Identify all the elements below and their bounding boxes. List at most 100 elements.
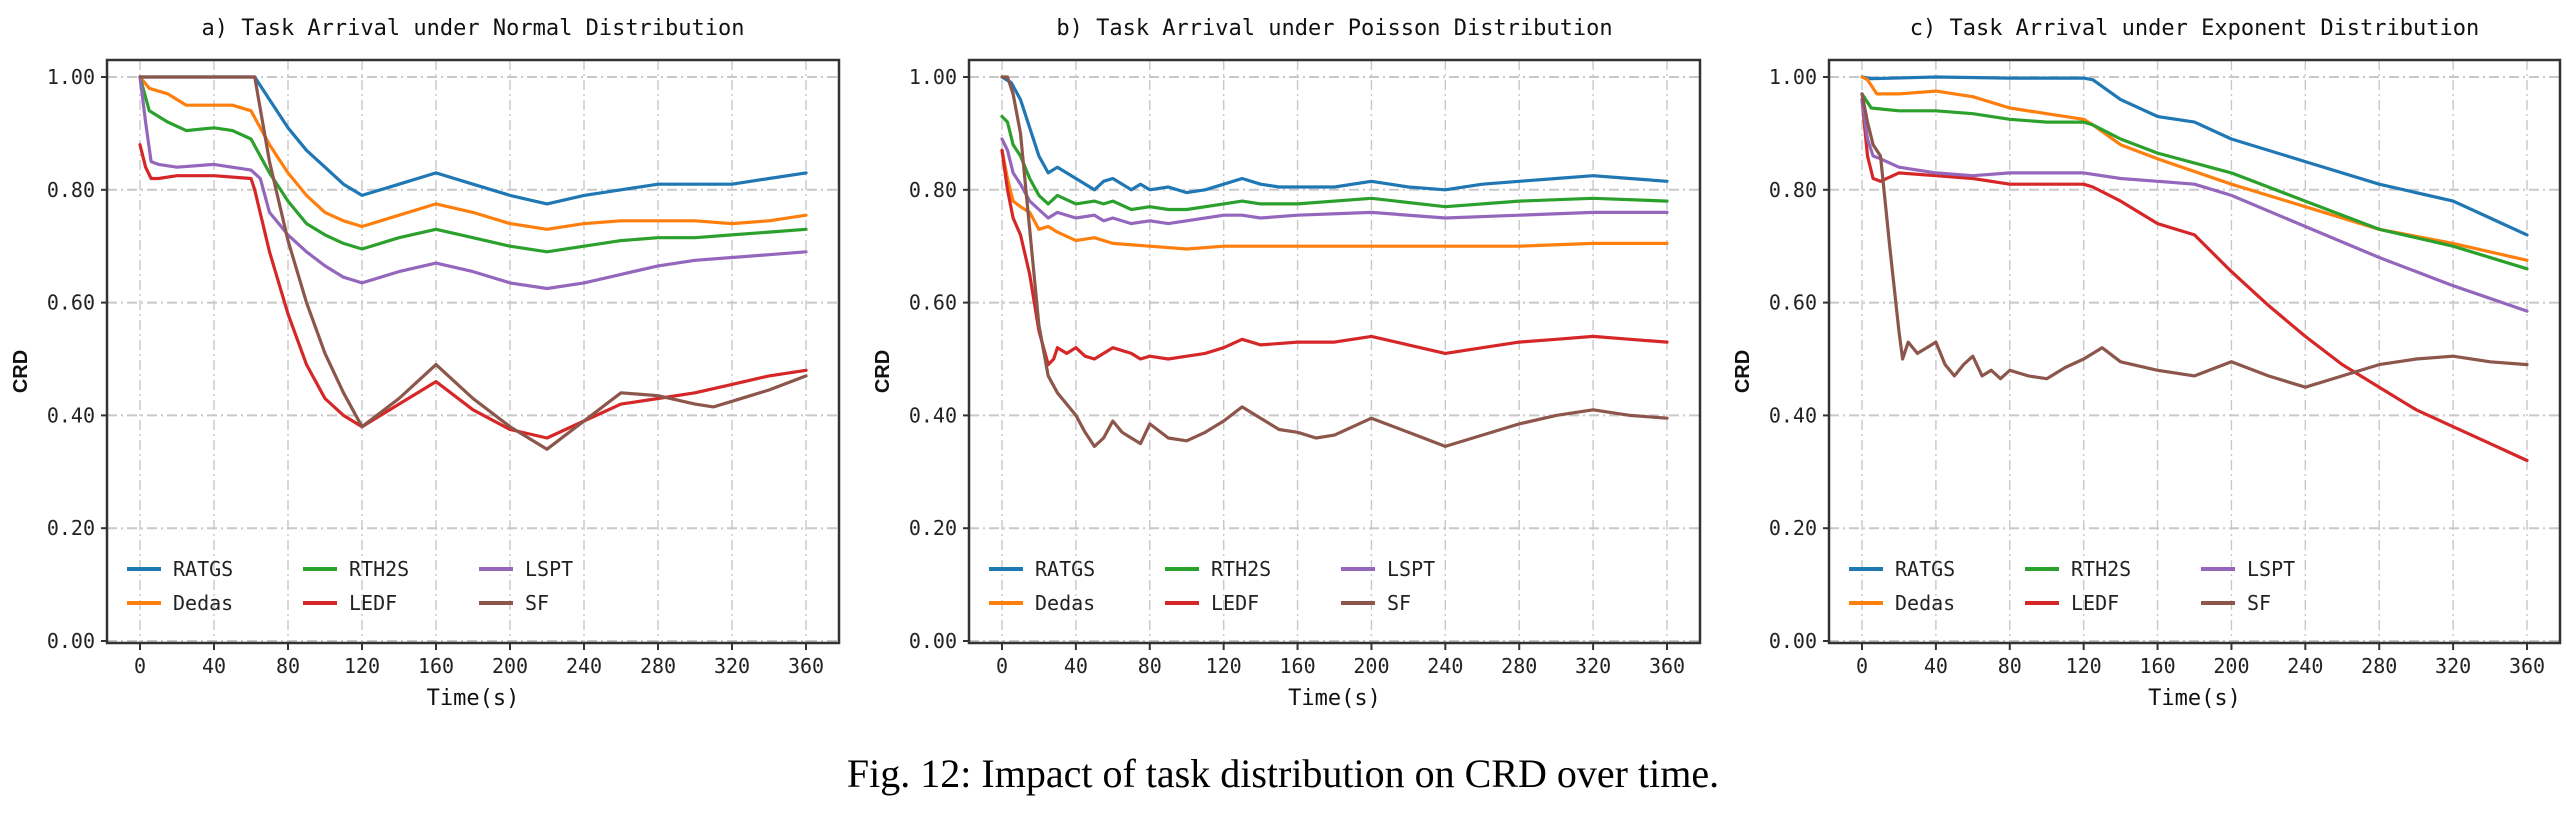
chart-title: a) Task Arrival under Normal Distributio…	[201, 16, 744, 41]
x-tick-label: 320	[714, 654, 750, 678]
x-axis-label: Time(s)	[427, 686, 520, 711]
x-tick-label: 240	[1427, 654, 1463, 678]
x-tick-label: 200	[2213, 654, 2249, 678]
legend-item-dedas: Dedas	[989, 591, 1095, 615]
legend-item-rth2s: RTH2S	[303, 557, 409, 581]
series-line-sf	[1860, 92, 2529, 389]
x-tick-label: 320	[1575, 654, 1611, 678]
y-tick-label: 0.00	[1769, 629, 1817, 653]
y-axis-label: CRD	[872, 350, 894, 393]
legend-label: SF	[1387, 591, 1411, 615]
x-axis-label: Time(s)	[1288, 686, 1381, 711]
series-line-ledf	[1860, 97, 2529, 463]
legend-item-ratgs: RATGS	[127, 557, 233, 581]
plot-frame	[967, 58, 1702, 645]
legend-item-ledf: LEDF	[1165, 591, 1259, 615]
series-line-lspt	[1860, 97, 2529, 313]
series-line-rth2s	[1860, 92, 2529, 271]
legend-label: Dedas	[1035, 591, 1095, 615]
series-line-ledf	[138, 143, 808, 440]
legend-label: RTH2S	[1211, 557, 1271, 581]
y-tick-label: 0.40	[1769, 403, 1817, 427]
chart-svg-normal: a) Task Arrival under Normal Distributio…	[10, 16, 841, 711]
x-tick-label: 120	[1206, 654, 1242, 678]
legend-item-sf: SF	[1341, 591, 1411, 615]
x-tick-label: 320	[2435, 654, 2471, 678]
legend-item-ratgs: RATGS	[1849, 557, 1955, 581]
y-tick-label: 0.20	[909, 516, 957, 540]
chart-svg-poisson: b) Task Arrival under Poisson Distributi…	[872, 16, 1702, 711]
x-tick-label: 360	[1649, 654, 1685, 678]
series-line-rth2s	[1000, 114, 1669, 212]
x-tick-label: 40	[1924, 654, 1948, 678]
x-tick-label: 280	[2361, 654, 2397, 678]
series-line-dedas	[138, 75, 808, 231]
x-tick-label: 280	[640, 654, 676, 678]
y-tick-label: 1.00	[1769, 65, 1817, 89]
chart-panel-exponent: c) Task Arrival under Exponent Distribut…	[1720, 0, 2566, 720]
x-tick-label: 200	[1353, 654, 1389, 678]
legend-label: Dedas	[1895, 591, 1955, 615]
y-tick-label: 0.00	[909, 629, 957, 653]
series-line-ratgs	[1860, 75, 2529, 237]
x-tick-label: 200	[492, 654, 528, 678]
y-tick-label: 0.60	[1769, 291, 1817, 315]
legend-item-ratgs: RATGS	[989, 557, 1095, 581]
x-tick-label: 0	[134, 654, 146, 678]
series-line-sf	[138, 75, 808, 451]
x-tick-label: 280	[1501, 654, 1537, 678]
legend-item-lspt: LSPT	[479, 557, 573, 581]
legend-item-rth2s: RTH2S	[1165, 557, 1271, 581]
chart-title: b) Task Arrival under Poisson Distributi…	[1056, 16, 1612, 41]
legend-item-ledf: LEDF	[303, 591, 397, 615]
legend-label: LEDF	[349, 591, 397, 615]
legend-label: LEDF	[1211, 591, 1259, 615]
chart-panel-poisson: b) Task Arrival under Poisson Distributi…	[860, 0, 1720, 720]
series-line-dedas	[1000, 148, 1669, 251]
legend-item-sf: SF	[479, 591, 549, 615]
x-tick-label: 160	[2139, 654, 2175, 678]
x-tick-label: 40	[202, 654, 226, 678]
y-tick-label: 1.00	[47, 65, 95, 89]
legend: RATGS Dedas RTH2S LEDF LSPT SF	[989, 557, 1435, 615]
x-tick-label: 80	[1138, 654, 1162, 678]
legend-item-sf: SF	[2201, 591, 2271, 615]
series-line-sf	[1000, 75, 1669, 448]
y-tick-label: 0.60	[47, 291, 95, 315]
series-line-lspt	[1000, 137, 1669, 226]
grid	[1829, 60, 2560, 643]
grid	[969, 60, 1700, 643]
legend-label: RATGS	[173, 557, 233, 581]
x-tick-label: 80	[1998, 654, 2022, 678]
y-tick-label: 0.80	[1769, 178, 1817, 202]
legend: RATGS Dedas RTH2S LEDF LSPT SF	[1849, 557, 2295, 615]
plot-frame	[1827, 58, 2562, 645]
legend-label: Dedas	[173, 591, 233, 615]
legend: RATGS Dedas RTH2S LEDF LSPT SF	[127, 557, 573, 615]
legend-item-lspt: LSPT	[2201, 557, 2295, 581]
legend-label: LEDF	[2071, 591, 2119, 615]
legend-label: SF	[2247, 591, 2271, 615]
x-tick-label: 240	[566, 654, 602, 678]
legend-item-dedas: Dedas	[127, 591, 233, 615]
chart-title: c) Task Arrival under Exponent Distribut…	[1910, 16, 2480, 41]
y-axis-label: CRD	[1732, 350, 1754, 393]
legend-label: LSPT	[525, 557, 573, 581]
y-tick-label: 0.40	[47, 403, 95, 427]
grid	[107, 60, 839, 643]
legend-label: SF	[525, 591, 549, 615]
y-tick-label: 0.80	[47, 178, 95, 202]
y-tick-label: 0.60	[909, 291, 957, 315]
legend-label: RTH2S	[349, 557, 409, 581]
series-line-ratgs	[138, 75, 808, 206]
series-line-dedas	[1860, 75, 2529, 262]
y-tick-label: 0.40	[909, 403, 957, 427]
y-tick-label: 0.00	[47, 629, 95, 653]
y-tick-label: 0.80	[909, 178, 957, 202]
x-axis-label: Time(s)	[2148, 686, 2241, 711]
x-tick-label: 240	[2287, 654, 2323, 678]
x-tick-label: 40	[1064, 654, 1088, 678]
series-line-rth2s	[138, 75, 808, 254]
plot-frame	[105, 58, 841, 645]
y-tick-label: 0.20	[47, 516, 95, 540]
